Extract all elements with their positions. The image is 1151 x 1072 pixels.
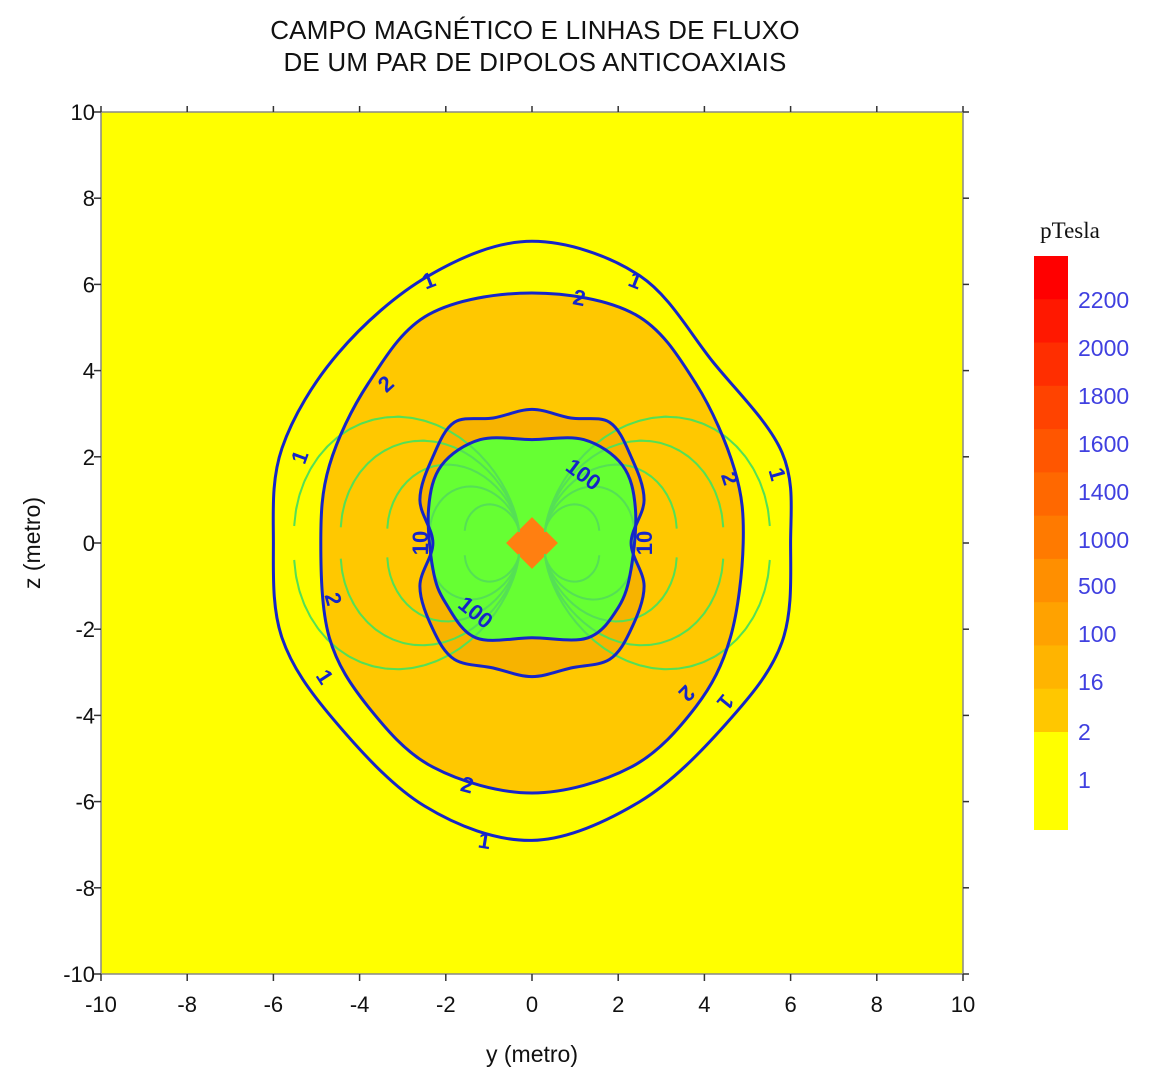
flux-line [544, 554, 725, 647]
flux-line [544, 554, 771, 671]
contour-label-group: 1 [625, 267, 646, 295]
y-tick-label: -8 [75, 876, 95, 901]
contour-label-group: 2 [674, 680, 700, 706]
y-tick-label: -2 [75, 617, 95, 642]
flux-lines [293, 415, 771, 671]
contour-label-group: 1 [286, 447, 314, 467]
contour-label: 1 [476, 828, 492, 855]
contour-label: 2 [571, 284, 588, 311]
flux-line [463, 503, 521, 533]
contour-label-group: 1 [476, 828, 492, 855]
y-tick-label: 0 [83, 531, 95, 556]
colorbar-label: 2200 [1078, 287, 1129, 313]
colorbar-step [1034, 602, 1068, 646]
colorbar-label: 2 [1078, 719, 1091, 745]
colorbar-label: 1400 [1078, 479, 1129, 505]
x-tick-label: 10 [951, 992, 975, 1017]
y-tick-label: 4 [83, 359, 95, 384]
chart-title-line-1: CAMPO MAGNÉTICO E LINHAS DE FLUXO [270, 15, 800, 45]
contour-label-group: 2 [716, 469, 744, 488]
y-tick-label: 10 [71, 100, 95, 125]
colorbar-step [1034, 558, 1068, 603]
contour-line-10 [418, 407, 646, 679]
x-tick-label: 2 [612, 992, 624, 1017]
contour-label: 10 [408, 531, 433, 555]
colorbar-label: 16 [1078, 669, 1104, 695]
y-tick-label: 2 [83, 445, 95, 470]
flux-line [293, 415, 520, 532]
x-tick-label: 6 [784, 992, 796, 1017]
flux-line [543, 554, 678, 623]
contour-label-group: 1 [763, 465, 790, 484]
colorbar-label: 500 [1078, 573, 1116, 599]
y-tick-label: -4 [75, 703, 95, 728]
flux-line [386, 554, 521, 623]
axis-ticks: -10 -8 -6 -4 -2 0 2 4 6 8 10 -10 -8 -6 -4 -2 0 2 4 6 8 10 [63, 100, 975, 1017]
contour-line-1 [271, 239, 793, 842]
x-tick-label: -2 [436, 992, 456, 1017]
colorbar-step [1034, 688, 1068, 733]
contour-line-100 [426, 436, 638, 642]
colorbar-label: 1000 [1078, 527, 1129, 553]
chart-title-line-2: DE UM PAR DE DIPOLOS ANTICOAXIAIS [283, 47, 787, 77]
colorbar-step [1034, 385, 1068, 430]
colorbar-title: pTesla [1040, 218, 1100, 243]
colorbar-step [1034, 732, 1068, 830]
y-tick-label: 8 [83, 186, 95, 211]
x-axis-label: y (metro) [486, 1041, 578, 1067]
flux-line [543, 503, 601, 533]
colorbar-step [1034, 299, 1068, 344]
x-tick-label: -4 [350, 992, 370, 1017]
contour-label-group: 2 [373, 371, 399, 398]
flux-line [543, 463, 678, 532]
x-tick-label: 8 [871, 992, 883, 1017]
colorbar-label: 1600 [1078, 431, 1129, 457]
colorbar-step [1034, 256, 1068, 300]
flux-line [543, 553, 601, 583]
contour-label-group: 2 [571, 284, 588, 311]
flux-line [544, 439, 725, 532]
contour-label-group: 1 [712, 689, 739, 714]
colorbar-step [1034, 515, 1068, 560]
colorbar-step [1034, 429, 1068, 473]
x-tick-label: -8 [177, 992, 197, 1017]
x-tick-label: -6 [264, 992, 284, 1017]
flux-line [293, 554, 520, 671]
colorbar-label: 2000 [1078, 335, 1129, 361]
contour-label-group: 2 [320, 590, 347, 609]
x-tick-label: 4 [698, 992, 710, 1017]
colorbar-step [1034, 472, 1068, 517]
colorbar-step [1034, 645, 1068, 690]
y-axis-label: z (metro) [19, 497, 45, 589]
colorbar-label: 100 [1078, 621, 1116, 647]
contour-label-group: 1 [418, 267, 439, 295]
y-tick-label: -10 [63, 962, 95, 987]
flux-line [339, 554, 520, 647]
contour-label-group: 10 [408, 531, 433, 555]
contour-label-group: 1 [311, 665, 339, 689]
contour-line-2 [319, 291, 745, 795]
x-tick-label: -10 [85, 992, 117, 1017]
flux-line [463, 553, 521, 583]
colorbar-step [1034, 342, 1068, 387]
flux-line [339, 439, 520, 532]
colorbar: pTesla 2200 2000 1800 1600 1400 1000 500 100 16 2… [1034, 218, 1129, 830]
flux-line [544, 415, 771, 532]
contour-label-group: 2 [458, 771, 476, 798]
colorbar-label: 1 [1078, 767, 1091, 793]
contour-label-group: 10 [632, 531, 657, 555]
contour-label: 10 [632, 531, 657, 555]
colorbar-label: 1800 [1078, 383, 1129, 409]
flux-line [386, 463, 521, 532]
chart-title: CAMPO MAGNÉTICO E LINHAS DE FLUXO DE UM … [150, 14, 920, 78]
x-tick-label: 0 [526, 992, 538, 1017]
y-tick-label: -6 [75, 790, 95, 815]
y-tick-label: 6 [83, 272, 95, 297]
